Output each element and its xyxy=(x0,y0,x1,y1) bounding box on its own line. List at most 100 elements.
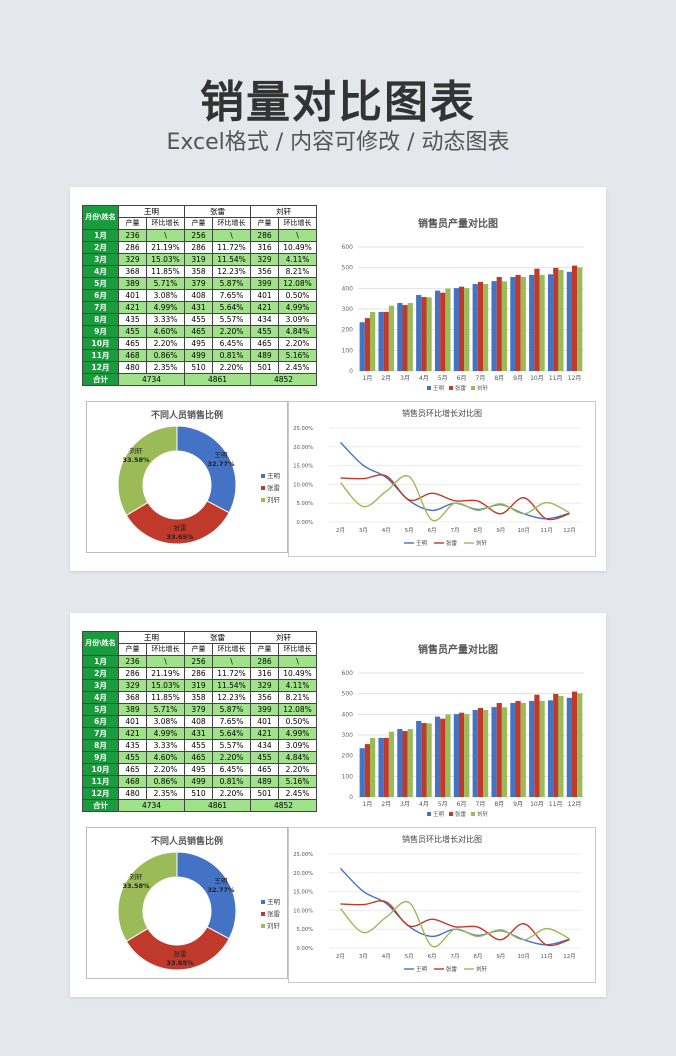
x-tick-label: 7月 xyxy=(451,527,460,534)
table-cell: 499 xyxy=(184,349,213,362)
x-tick-label: 12月 xyxy=(563,953,576,960)
table-cell: 319 xyxy=(184,679,213,692)
legend-swatch xyxy=(427,386,431,390)
bar-刘轩 xyxy=(483,709,489,797)
legend-swatch xyxy=(261,498,265,502)
x-tick-label: 10月 xyxy=(517,953,530,960)
table-cell: 379 xyxy=(184,277,213,290)
table-cell: 10.49% xyxy=(278,667,317,680)
slice-name-label: 王明 xyxy=(215,877,229,885)
legend-label: 张雷 xyxy=(267,909,280,918)
legend-label: 王明 xyxy=(433,811,445,818)
bar-王明 xyxy=(378,737,384,797)
table-cell: 421 xyxy=(118,301,147,314)
table-cell: 2.35% xyxy=(146,787,185,800)
table-cell: 5.57% xyxy=(212,313,251,326)
table-corner-header: 月份\姓名 xyxy=(82,205,119,230)
legend-swatch xyxy=(261,474,265,478)
y-tick-label: 0 xyxy=(349,368,353,375)
donut-chart: 不同人员销售比例 王明 32.77% 王明 张雷 33.65% 张雷 刘轩 33.58% 刘轩 xyxy=(86,401,288,553)
row-month-label: 12月 xyxy=(82,787,119,800)
table-cell: 2.20% xyxy=(146,337,185,350)
person-header: 张雷 xyxy=(184,631,251,644)
table-cell: 316 xyxy=(250,667,279,680)
table-cell: 11.85% xyxy=(146,265,185,278)
bar-刘轩 xyxy=(445,288,451,371)
legend-label: 王明 xyxy=(416,966,428,973)
table-cell: 401 xyxy=(118,289,147,302)
slice-name-label: 王明 xyxy=(215,451,229,459)
bar-张雷 xyxy=(364,744,371,797)
bar-张雷 xyxy=(515,700,521,797)
y-tick-label: 500 xyxy=(342,265,354,272)
total-cell: 4861 xyxy=(184,373,251,386)
bar-chart-title: 销售员产量对比图 xyxy=(418,219,498,230)
x-tick-label: 11月 xyxy=(549,375,563,382)
total-cell: 4734 xyxy=(118,373,185,386)
legend-label: 张雷 xyxy=(446,965,458,973)
table-cell: \ xyxy=(212,655,251,668)
y-tick-label: 300 xyxy=(342,732,354,739)
y-tick-label: 600 xyxy=(342,244,354,251)
table-cell: 434 xyxy=(250,739,279,752)
table-row: 1月 236 \ 256 \ 286 \ xyxy=(82,229,317,242)
x-tick-label: 5月 xyxy=(438,801,448,808)
table-cell: 10.49% xyxy=(278,241,317,254)
row-month-label: 10月 xyxy=(82,763,119,776)
bar-刘轩 xyxy=(407,729,413,797)
table-row: 5月 389 5.71% 379 5.87% 399 12.08% xyxy=(82,277,317,290)
slice-value-label: 33.58% xyxy=(122,456,150,464)
bar-刘轩 xyxy=(426,297,432,371)
table-cell: 4.11% xyxy=(278,253,317,266)
y-tick-label: 10.00% xyxy=(293,482,313,488)
x-tick-label: 6月 xyxy=(457,801,467,808)
bar-张雷 xyxy=(496,702,502,797)
legend-label: 张雷 xyxy=(446,539,458,547)
table-cell: 455 xyxy=(250,325,279,338)
table-cell: 455 xyxy=(184,313,213,326)
legend-label: 刘轩 xyxy=(477,810,489,818)
donut-slice-刘轩 xyxy=(117,425,178,516)
x-tick-label: 5月 xyxy=(405,527,414,534)
bar-张雷 xyxy=(440,718,446,797)
table-cell: 236 xyxy=(118,229,147,242)
col-output-header: 产量 xyxy=(250,643,279,656)
table-cell: 11.54% xyxy=(212,253,251,266)
table-cell: 4.99% xyxy=(146,301,185,314)
x-tick-label: 9月 xyxy=(513,375,523,382)
table-cell: 465 xyxy=(118,763,147,776)
table-cell: 465 xyxy=(250,763,279,776)
table-cell: 465 xyxy=(118,337,147,350)
bar-张雷 xyxy=(458,712,465,797)
bar-张雷 xyxy=(402,305,408,371)
x-tick-label: 4月 xyxy=(382,953,391,960)
col-growth-header: 环比增长 xyxy=(146,217,185,230)
bar-张雷 xyxy=(458,286,465,371)
bar-王明 xyxy=(416,294,422,371)
x-tick-label: 2月 xyxy=(336,527,345,534)
table-cell: 11.54% xyxy=(212,679,251,692)
bar-王明 xyxy=(529,274,535,371)
table-cell: 465 xyxy=(184,325,213,338)
donut-slice-王明 xyxy=(176,425,237,514)
table-cell: 0.81% xyxy=(212,349,251,362)
donut-chart-title: 不同人员销售比例 xyxy=(150,837,223,847)
slice-name-label: 刘轩 xyxy=(130,446,144,455)
table-cell: 2.20% xyxy=(212,751,251,764)
x-tick-label: 8月 xyxy=(473,527,482,534)
bar-王明 xyxy=(434,290,441,371)
bar-刘轩 xyxy=(539,274,545,371)
table-cell: 256 xyxy=(184,655,213,668)
table-cell: 401 xyxy=(250,715,279,728)
y-tick-label: 0.00% xyxy=(297,946,314,952)
person-header: 张雷 xyxy=(184,205,251,218)
bar-刘轩 xyxy=(464,714,470,797)
table-cell: 421 xyxy=(250,301,279,314)
table-cell: 5.64% xyxy=(212,727,251,740)
bar-刘轩 xyxy=(407,303,413,371)
table-cell: 329 xyxy=(250,679,279,692)
table-cell: 510 xyxy=(184,787,213,800)
table-cell: 499 xyxy=(184,775,213,788)
table-cell: 5.71% xyxy=(146,703,185,716)
x-tick-label: 1月 xyxy=(363,801,373,808)
